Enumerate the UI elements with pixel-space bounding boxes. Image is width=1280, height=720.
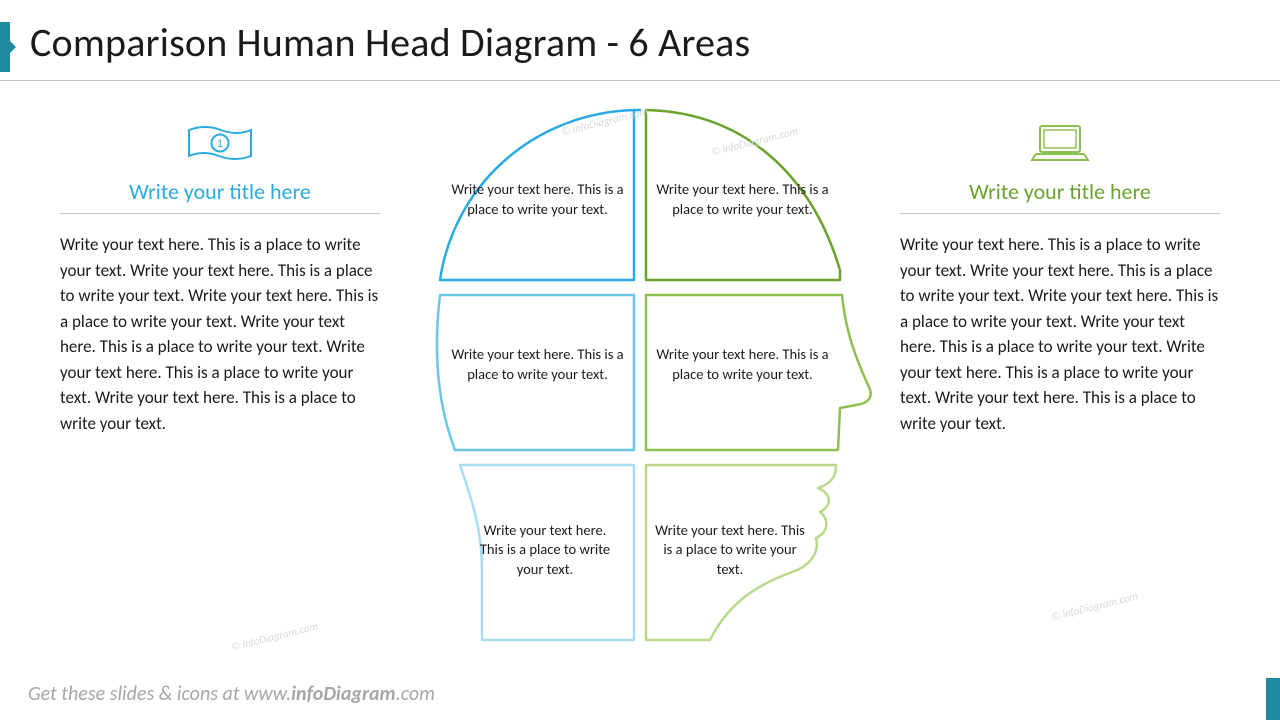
- laptop-icon: [900, 120, 1220, 170]
- head-cell-mid-left: Write your text here. This is a place to…: [440, 295, 635, 435]
- left-column-divider: [60, 213, 380, 214]
- watermark: © infoDiagram.com: [1050, 589, 1140, 623]
- head-cell-top-left: Write your text here. This is a place to…: [440, 130, 635, 270]
- footer-bold: infoDiagram: [291, 682, 396, 706]
- svg-text:1: 1: [217, 138, 223, 150]
- head-cell-top-right: Write your text here. This is a place to…: [645, 130, 840, 270]
- money-bill-icon: 1: [60, 120, 380, 170]
- left-column: 1 Write your title here Write your text …: [60, 120, 380, 436]
- head-cell-mid-right: Write your text here. This is a place to…: [645, 295, 840, 435]
- head-cell-bot-right: Write your text here. This is a place to…: [650, 470, 810, 630]
- page-title: Comparison Human Head Diagram - 6 Areas: [30, 18, 750, 67]
- right-column-body: Write your text here. This is a place to…: [900, 232, 1220, 436]
- right-column-divider: [900, 213, 1220, 214]
- right-column-title: Write your title here: [900, 178, 1220, 205]
- footer-prefix: Get these slides & icons at www.: [28, 682, 291, 706]
- slide-root: Comparison Human Head Diagram - 6 Areas …: [0, 0, 1280, 720]
- head-cell-bot-left: Write your text here. This is a place to…: [470, 470, 620, 630]
- accent-tab-left: [0, 22, 10, 72]
- watermark: © infoDiagram.com: [230, 619, 320, 653]
- footer-suffix: .com: [396, 682, 435, 706]
- footer-attribution: Get these slides & icons at www.infoDiag…: [28, 682, 435, 706]
- title-underline: [0, 80, 1280, 81]
- accent-corner-bottom-right: [1266, 678, 1280, 720]
- left-column-body: Write your text here. This is a place to…: [60, 232, 380, 436]
- left-column-title: Write your title here: [60, 178, 380, 205]
- right-column: Write your title here Write your text he…: [900, 120, 1220, 436]
- head-diagram: Write your text here. This is a place to…: [400, 100, 880, 660]
